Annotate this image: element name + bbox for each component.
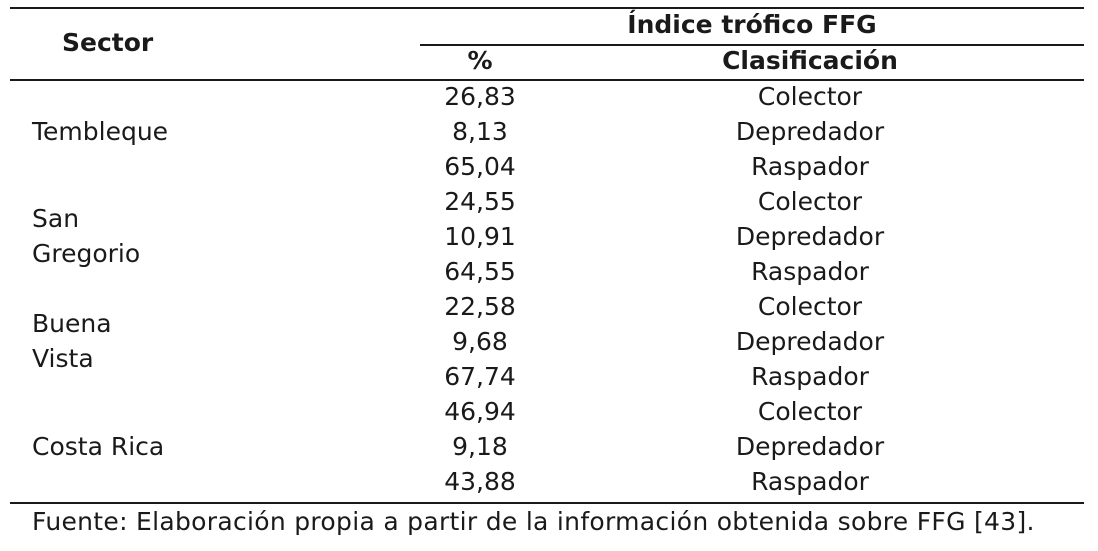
percent-cell: 26,83	[444, 82, 516, 111]
classification-header: Clasificación	[722, 46, 898, 75]
percent-cell: 67,74	[444, 362, 516, 391]
source-note: Fuente: Elaboración propia a partir de l…	[32, 507, 1035, 536]
classification-cell: Raspador	[751, 152, 869, 181]
percent-cell: 9,68	[452, 327, 508, 356]
classification-cell: Depredador	[735, 222, 885, 251]
classification-cell: Depredador	[735, 327, 885, 356]
percent-cell: 64,55	[444, 257, 516, 286]
sector-header: Sector	[62, 28, 154, 57]
classification-cell: Depredador	[735, 117, 885, 146]
percent-cell: 24,55	[444, 187, 516, 216]
header-rule	[10, 79, 1084, 81]
sector-name-line: Buena	[32, 309, 112, 338]
sector-name-line: Gregorio	[32, 239, 141, 268]
percent-cell: 65,04	[444, 152, 516, 181]
classification-cell: Colector	[757, 397, 863, 426]
group-header: Índice trófico FFG	[627, 10, 877, 39]
classification-cell: Colector	[757, 82, 863, 111]
top-rule	[10, 7, 1084, 9]
percent-cell: 43,88	[444, 467, 516, 496]
percent-cell: 22,58	[444, 292, 516, 321]
classification-cell: Colector	[757, 292, 863, 321]
sector-name: Costa Rica	[32, 432, 165, 461]
group-rule	[420, 44, 1084, 46]
percent-cell: 8,13	[452, 117, 508, 146]
percent-cell: 9,18	[452, 432, 508, 461]
classification-cell: Depredador	[735, 432, 885, 461]
sector-name-line: Vista	[32, 344, 94, 373]
sector-name: Tembleque	[32, 117, 169, 146]
classification-cell: Raspador	[751, 257, 869, 286]
percent-cell: 46,94	[444, 397, 516, 426]
classification-cell: Raspador	[751, 467, 869, 496]
ffg-table: Sector Índice trófico FFG % Clasificació…	[10, 0, 1084, 551]
bottom-rule	[10, 502, 1084, 504]
percent-header: %	[467, 46, 493, 75]
sector-name-line: San	[32, 204, 80, 233]
classification-cell: Raspador	[751, 362, 869, 391]
classification-cell: Colector	[757, 187, 863, 216]
percent-cell: 10,91	[444, 222, 516, 251]
